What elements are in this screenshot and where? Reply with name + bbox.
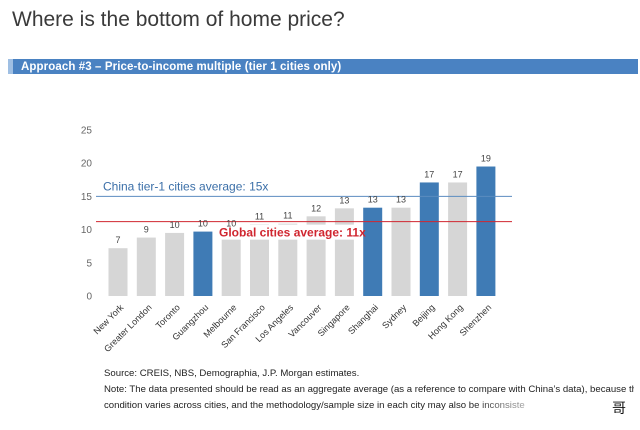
bar-los-angeles [278,223,298,296]
bar-san-francisco [250,224,269,296]
bar-guangzhou [193,231,213,296]
data-label: 10 [226,219,236,229]
data-label: 13 [339,195,349,205]
y-tick-label: 0 [86,292,92,303]
note-line-1: Note: The data presented should be read … [104,384,634,395]
data-label: 7 [115,235,120,245]
fade-overlay [470,396,620,416]
bar-shanghai [363,207,383,296]
banner-text: Approach #3 – Price-to-income multiple (… [21,60,342,73]
bar-toronto [165,232,185,296]
data-label: 10 [198,219,208,229]
note-line-2: condition varies across cities, and the … [104,400,525,411]
china-average-label: China tier-1 cities average: 15x [103,179,268,193]
data-label: 17 [424,169,434,179]
bar-melbourne [221,231,241,296]
y-tick-label: 5 [86,258,92,269]
data-labels: 7 9 10 10 10 11 11 12 13 13 13 17 17 19 [115,154,490,246]
global-average-label: Global cities average: 11x [219,226,366,240]
reference-lines: China tier-1 cities average: 15x Global c… [96,179,512,240]
data-label: 9 [144,225,149,235]
price-to-income-chart: 0 5 10 15 20 25 China tier-1 cities average: … [81,126,512,354]
data-label: 13 [368,195,378,205]
y-tick-label: 10 [81,225,93,236]
bar-new-york [108,248,128,296]
data-label: 19 [481,154,491,164]
global-label-background [217,224,357,240]
data-label: 10 [170,220,180,230]
data-label: 11 [283,211,292,221]
x-tick-label: Shanghai [346,302,380,336]
data-label: 17 [453,169,463,179]
bar-beijing [419,182,439,296]
bar-shenzhen [476,166,496,296]
x-tick-label: Sydney [380,302,409,331]
section-banner: Approach #3 – Price-to-income multiple (… [8,59,638,74]
watermark-glyph: 哥 [612,401,626,417]
banner-accent [8,59,13,74]
x-tick-label: Toronto [154,302,182,330]
page-title: Where is the bottom of home price? [12,8,345,31]
data-label: 13 [396,195,406,205]
source-note: Source: CREIS, NBS, Demographia, J.P. Mo… [104,368,360,379]
y-tick-label: 15 [81,192,93,203]
y-tick-label: 20 [81,159,93,170]
footnotes: Source: CREIS, NBS, Demographia, J.P. Mo… [104,366,634,414]
y-tick-label: 25 [81,126,93,137]
bar-sydney [391,207,411,296]
bar-greater-london [136,237,156,296]
x-tick-label: Beijing [411,302,437,328]
data-label: 12 [311,203,321,213]
bar-hong-kong [448,182,468,296]
y-axis: 0 5 10 15 20 25 [81,126,93,303]
data-label: 11 [255,211,264,221]
